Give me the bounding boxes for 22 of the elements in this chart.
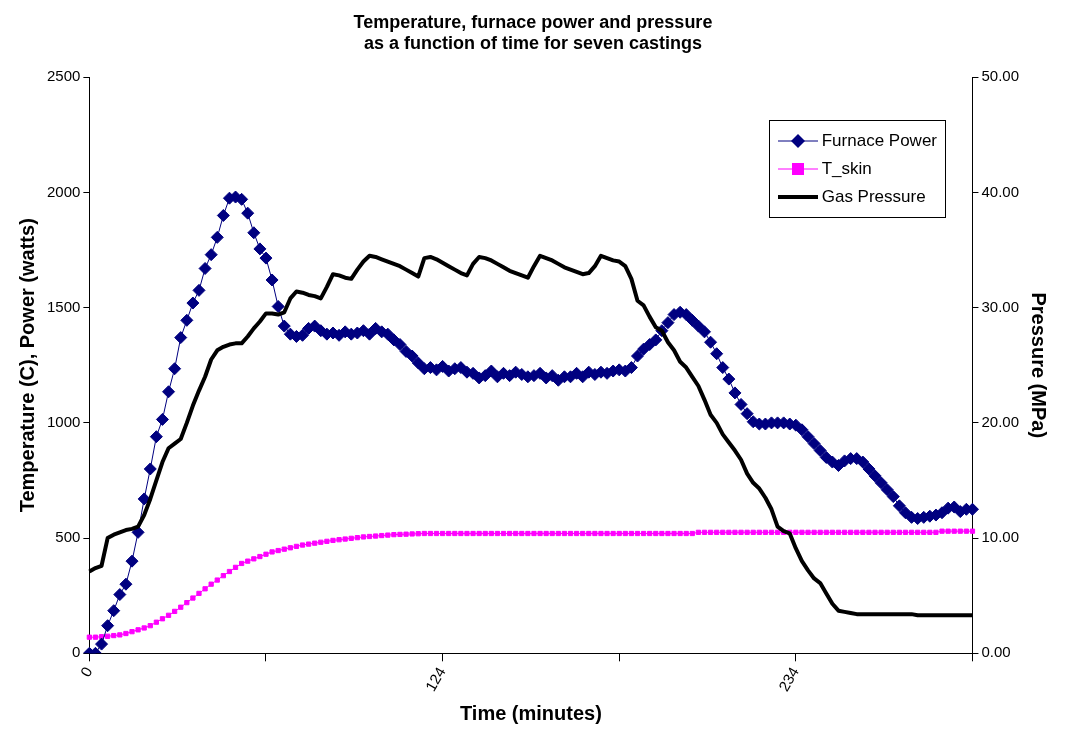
x-tick-label: 0 xyxy=(76,663,96,680)
y-tick-label: 2000 xyxy=(46,182,81,200)
x-tick-label: 234 xyxy=(774,663,803,695)
y2-tick-label: 20.00 xyxy=(981,413,1020,431)
legend-label: Gas Pressure xyxy=(821,186,926,208)
y2-tick-label: 40.00 xyxy=(981,182,1020,200)
y-tick-label: 0 xyxy=(72,643,81,661)
y2-tick-label: 10.00 xyxy=(981,528,1020,546)
y2-axis-title: Pressure (MPa) xyxy=(1028,292,1051,439)
y2-tick-label: 30.00 xyxy=(981,297,1020,315)
y2-tick-label: 50.00 xyxy=(981,67,1020,85)
legend-label: Furnace Power xyxy=(821,130,937,152)
legend-label: T_skin xyxy=(821,158,872,180)
y2-tick-label: 0.00 xyxy=(981,643,1011,661)
x-axis-title: Time (minutes) xyxy=(459,701,602,724)
y-tick-label: 500 xyxy=(55,528,81,546)
y-tick-label: 1500 xyxy=(46,297,81,315)
y-axis-title: Temperature (C), Power (watts) xyxy=(15,218,38,513)
chart-title: Temperature, furnace power and pressure as a function of time for seven castings xyxy=(353,11,713,54)
y-tick-label: 1000 xyxy=(46,413,81,431)
y-tick-label: 2500 xyxy=(46,67,81,85)
x-tick-label: 124 xyxy=(421,663,449,695)
